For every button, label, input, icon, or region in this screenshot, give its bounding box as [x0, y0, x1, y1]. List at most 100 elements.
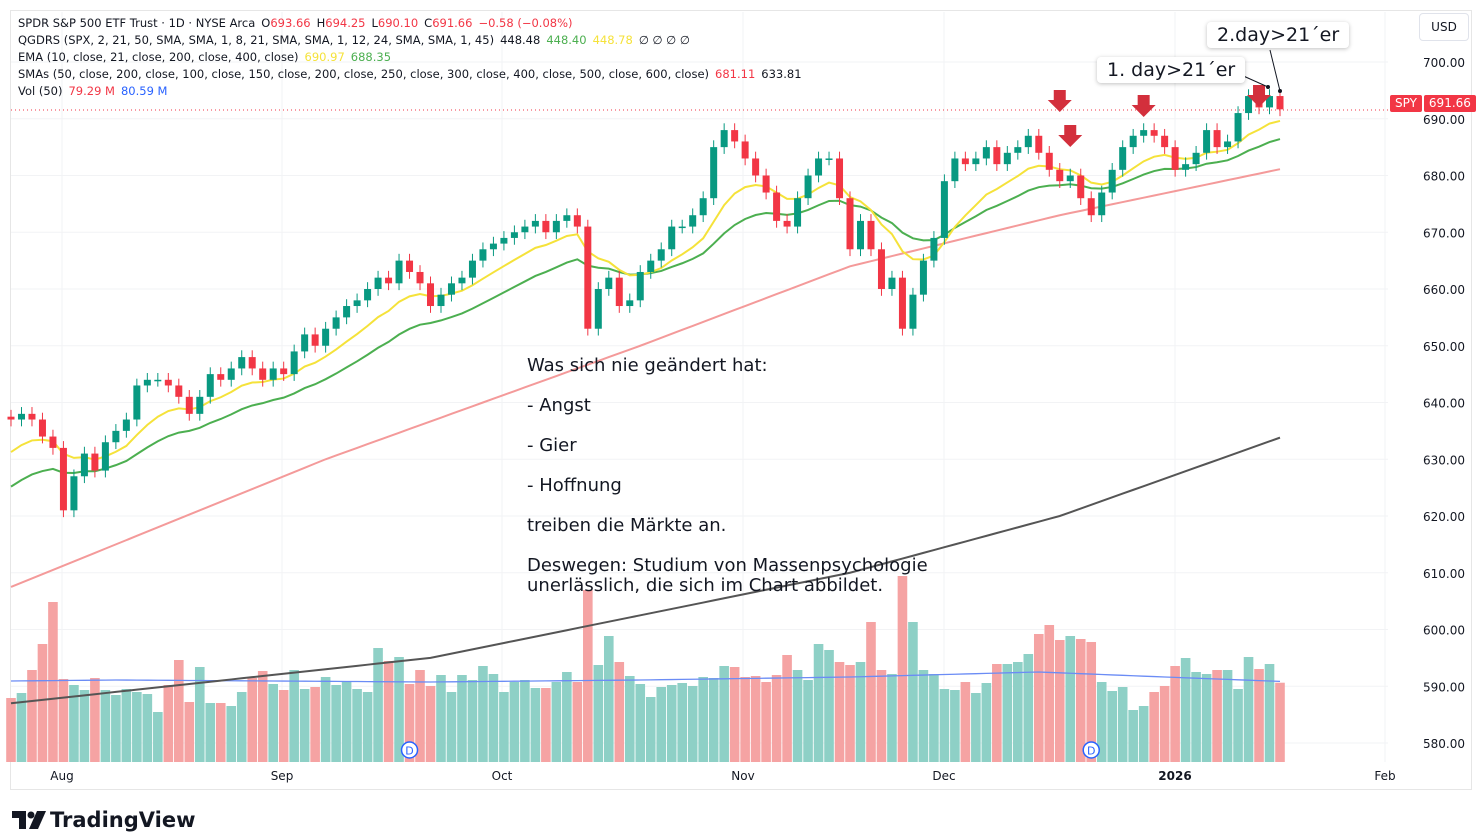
candle-body	[972, 158, 980, 165]
candle-body	[1129, 135, 1137, 148]
volume-bar	[457, 675, 467, 762]
candle-body	[458, 277, 466, 284]
callout-first-day[interactable]: 1. day>21´er	[1097, 57, 1246, 83]
indicator-value: 448.48	[500, 33, 541, 47]
candle	[521, 219, 529, 240]
candle	[437, 287, 445, 313]
candle	[1182, 157, 1190, 177]
candle	[1098, 185, 1106, 223]
candle-body	[615, 277, 623, 307]
volume-bar	[1013, 662, 1023, 762]
volume-bar	[341, 681, 352, 762]
volume-bar	[635, 684, 646, 762]
volume-bar	[163, 685, 174, 762]
candle-body	[982, 147, 990, 159]
candle-body	[636, 271, 644, 301]
candle	[1203, 123, 1211, 160]
legend-qgdrs[interactable]: QGDRS (SPX, 2, 21, 50, SMA, SMA, 1, 8, 2…	[18, 32, 696, 49]
text-annotation[interactable]: Was sich nie geändert hat: - Angst - Gie…	[527, 356, 928, 596]
currency-button[interactable]: USD	[1419, 13, 1469, 41]
volume-bar	[1254, 669, 1264, 762]
y-tick-label: 610.00	[1423, 567, 1465, 581]
volume-bar	[1243, 657, 1254, 762]
volume-bar	[362, 692, 373, 762]
tradingview-logo[interactable]: TradingView	[12, 808, 195, 832]
candle	[112, 424, 120, 450]
candle	[689, 208, 697, 234]
volume-bar	[1033, 634, 1044, 762]
dividend-marker[interactable]: D	[400, 741, 419, 759]
candle	[615, 270, 623, 313]
legend-smas[interactable]: SMAs (50, close, 200, close, 100, close,…	[18, 66, 808, 83]
candle	[1266, 89, 1274, 115]
candle-body	[804, 175, 812, 199]
candle	[815, 151, 823, 183]
candle	[1234, 106, 1242, 149]
open-value: 693.66	[270, 16, 311, 30]
candle	[1066, 168, 1074, 188]
candle-body	[678, 226, 686, 229]
dividend-marker[interactable]: D	[1082, 741, 1100, 759]
legend-ema[interactable]: EMA (10, close, 21, close, 200, close, 4…	[18, 49, 397, 66]
indicator-name: Vol (50)	[18, 84, 63, 98]
candle	[877, 242, 885, 296]
candle	[510, 225, 518, 245]
volume-bar	[373, 648, 383, 762]
annotation-conclusion: Deswegen: Studium von Massenpsychologie	[527, 555, 928, 576]
volume-bar	[27, 670, 37, 762]
volume-bar	[761, 682, 771, 762]
candle-body	[856, 220, 864, 250]
candle	[584, 219, 592, 336]
candle	[185, 390, 193, 421]
volume-bar	[425, 686, 436, 762]
candle-body	[815, 158, 823, 176]
y-tick-label: 630.00	[1423, 453, 1465, 467]
volume-bar	[16, 693, 27, 762]
candle	[468, 253, 476, 285]
candle-body	[353, 300, 361, 307]
price-tag: SPY 691.66	[1390, 95, 1478, 112]
candle	[1150, 123, 1158, 143]
candle-body	[185, 396, 193, 414]
volume-bar	[215, 703, 226, 762]
candle-body	[17, 413, 25, 420]
volume-bar	[603, 636, 614, 762]
volume-bar	[6, 698, 16, 762]
y-tick-label: 620.00	[1423, 510, 1465, 524]
volume-bar	[299, 689, 310, 762]
volume-bar	[1107, 691, 1117, 762]
candle	[122, 412, 130, 438]
candle-body	[290, 351, 298, 375]
candle-body	[1245, 96, 1253, 114]
candle-body	[794, 198, 802, 227]
candle	[447, 276, 455, 302]
candle-body	[1150, 130, 1158, 136]
ema10-line	[10, 119, 1281, 461]
candle	[573, 208, 581, 234]
volume-bar	[278, 690, 289, 762]
volume-bar	[929, 674, 939, 762]
candle	[500, 231, 508, 251]
low-label: L	[371, 16, 378, 30]
candle-body	[752, 158, 760, 176]
volume-bar	[939, 689, 950, 762]
candle-body	[217, 374, 225, 380]
volume-bar	[331, 685, 341, 762]
indicator-value: 448.78	[592, 33, 633, 47]
candle	[699, 191, 707, 223]
candle-body	[133, 385, 141, 420]
volume-bar	[174, 660, 184, 762]
legend-volume[interactable]: Vol (50) 79.29 M 80.59 M	[18, 83, 173, 100]
volume-bar	[698, 677, 708, 762]
candle-body	[374, 277, 382, 289]
legend-symbol-row: SPDR S&P 500 ETF Trust · 1D · NYSE Arca O…	[18, 15, 579, 32]
volume-bar	[436, 675, 446, 762]
candle	[322, 321, 330, 353]
candle-body	[1224, 141, 1232, 148]
callout-second-day[interactable]: 2.day>21´er	[1207, 22, 1350, 48]
candle-body	[500, 237, 508, 244]
candle	[1024, 128, 1032, 154]
candle	[1119, 140, 1127, 177]
candle	[647, 253, 655, 279]
